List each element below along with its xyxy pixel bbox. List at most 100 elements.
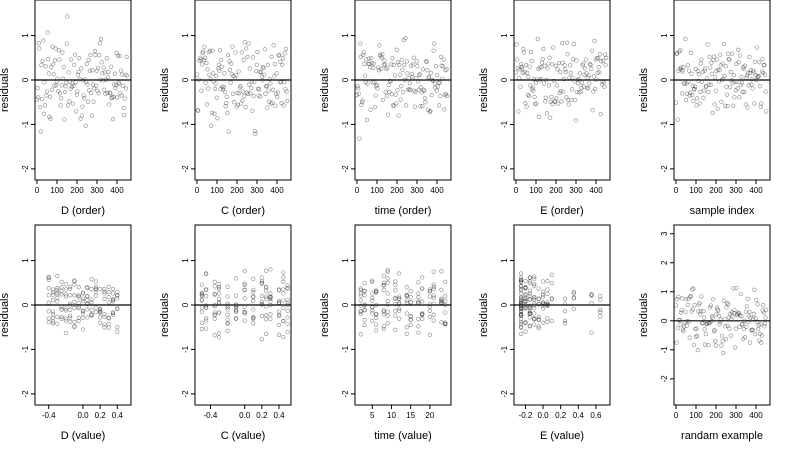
data-point [393, 279, 398, 284]
data-point [414, 76, 419, 81]
data-point [258, 94, 263, 99]
data-point [424, 59, 429, 64]
data-point [102, 296, 107, 301]
data-point [393, 295, 398, 300]
data-point [357, 136, 362, 141]
data-point [110, 299, 116, 304]
data-point [215, 116, 220, 121]
data-point [598, 314, 603, 319]
data-point [438, 93, 443, 99]
data-point [62, 89, 68, 95]
data-point [68, 319, 73, 324]
data-point [214, 95, 219, 100]
data-point [251, 93, 256, 99]
data-point [59, 279, 64, 284]
data-point [749, 82, 754, 87]
data-point [734, 61, 739, 67]
data-point [408, 314, 413, 319]
data-point [762, 324, 767, 329]
data-point [51, 62, 56, 67]
data-point [437, 80, 442, 85]
y-tick-label: 1 [341, 33, 350, 38]
data-point [589, 330, 594, 335]
data-point [62, 117, 67, 122]
data-point [92, 49, 97, 54]
data-point [699, 57, 704, 62]
data-point [687, 93, 692, 98]
data-point [545, 302, 550, 308]
data-point [571, 291, 576, 296]
data-point [251, 314, 256, 320]
x-tick-label: -0.2 [519, 411, 533, 420]
data-point [264, 331, 269, 336]
data-point [98, 37, 104, 42]
data-point [52, 83, 57, 88]
data-point [429, 93, 434, 98]
data-point [98, 286, 103, 292]
data-point [108, 64, 114, 69]
data-point [199, 293, 204, 298]
data-point [242, 287, 247, 292]
data-point [434, 88, 439, 93]
x-axis-label: time (value) [374, 430, 431, 442]
data-point [381, 312, 386, 317]
data-point [562, 301, 568, 306]
data-point [225, 294, 230, 299]
x-tick-label: 0.4 [112, 411, 124, 420]
data-point [42, 103, 48, 108]
data-point [235, 90, 240, 95]
data-point [369, 56, 374, 61]
data-point [724, 92, 730, 97]
x-axis-label: D (order) [61, 205, 105, 217]
data-point [85, 286, 90, 291]
data-point [204, 294, 209, 299]
data-point [586, 86, 591, 91]
data-point [762, 72, 768, 77]
data-point [241, 57, 246, 63]
data-point [396, 113, 401, 118]
data-point [371, 65, 376, 71]
data-point [604, 55, 609, 60]
data-point [688, 294, 694, 299]
data-point [724, 301, 730, 306]
data-point [601, 80, 606, 85]
data-point [532, 297, 537, 302]
data-point [540, 57, 545, 62]
data-point [723, 103, 728, 108]
data-point [738, 291, 743, 296]
data-point [523, 286, 528, 291]
data-point [50, 44, 55, 49]
data-point [695, 333, 700, 339]
data-point [443, 302, 448, 308]
data-point [597, 69, 602, 75]
data-point [598, 294, 603, 299]
data-point [385, 276, 390, 281]
data-point [361, 53, 366, 58]
data-point [704, 76, 710, 81]
data-point [538, 77, 543, 82]
data-point [741, 326, 746, 332]
data-point [362, 61, 367, 67]
data-point [63, 287, 68, 292]
data-point [690, 287, 695, 292]
y-tick-label: -2 [21, 165, 30, 173]
data-point [82, 96, 87, 101]
data-point [252, 129, 257, 134]
data-point [530, 85, 535, 90]
data-point [525, 70, 530, 75]
data-point [591, 74, 596, 79]
data-point [410, 74, 415, 79]
data-point [225, 110, 230, 115]
data-point [63, 318, 68, 323]
data-point [98, 315, 103, 320]
data-point [585, 75, 590, 80]
data-point [408, 317, 413, 322]
data-point [397, 316, 402, 321]
data-point [683, 37, 688, 42]
data-point [374, 328, 379, 333]
data-point [366, 56, 371, 61]
data-point [79, 113, 84, 118]
data-point [385, 298, 390, 304]
x-tick-label: 0.6 [590, 411, 602, 420]
data-point [589, 292, 594, 297]
